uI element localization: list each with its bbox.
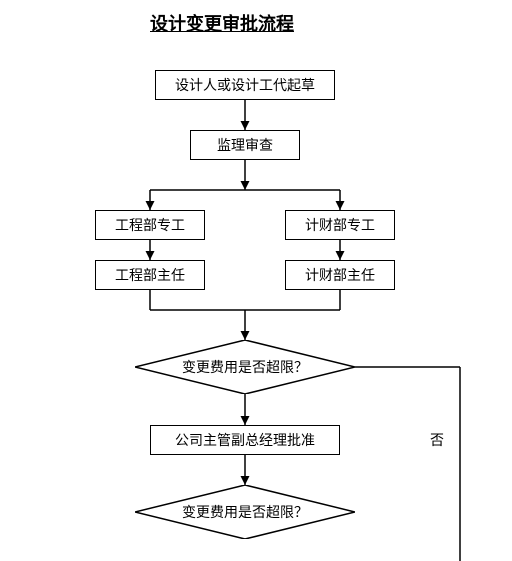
decision-no-label: 否: [430, 430, 444, 450]
process-box-n7: 公司主管副总经理批准: [150, 425, 340, 455]
process-box-n2: 监理审查: [190, 130, 300, 160]
page-title: 设计变更审批流程: [150, 10, 294, 36]
decision-d2: 变更费用是否超限？: [135, 485, 355, 539]
process-box-n3: 工程部专工: [95, 210, 205, 240]
process-box-n4: 计财部专工: [285, 210, 395, 240]
decision-d1: 变更费用是否超限？: [135, 340, 355, 394]
flowchart-canvas: 设计变更审批流程 设计人或设计工代起草监理审查工程部专工 计财部专工工程部主任 计财…: [0, 0, 512, 561]
process-box-n1: 设计人或设计工代起草: [155, 70, 335, 100]
process-box-n6: 计财部主任: [285, 260, 395, 290]
process-box-n5: 工程部主任: [95, 260, 205, 290]
